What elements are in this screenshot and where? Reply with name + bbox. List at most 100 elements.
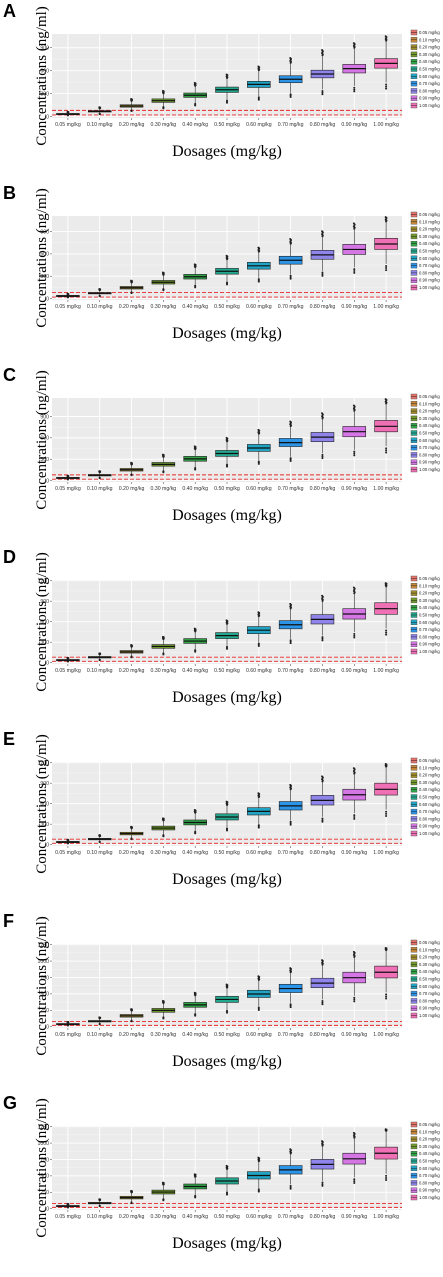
outlier-point: [385, 449, 388, 452]
legend-label: 0.10 mg/kg: [419, 765, 440, 770]
legend-key: [410, 51, 418, 58]
box-005: [56, 1020, 80, 1027]
legend-key: [410, 830, 418, 837]
x-tick-label: 0.20 mg/kg: [119, 668, 145, 674]
chart-panel-c: C 0 300 600 900 0.05 mg/kg 0.10 mg/kg 0.20 mg/k…: [0, 364, 443, 546]
legend-label: 0.30 mg/kg: [419, 234, 440, 239]
outlier-point: [193, 445, 196, 448]
x-tick-label: 0.90 mg/kg: [341, 304, 367, 310]
box-040: [183, 81, 207, 107]
box-090: [342, 767, 367, 820]
box-005: [56, 110, 80, 117]
outlier-point: [321, 819, 324, 822]
outlier-point: [385, 997, 388, 1000]
legend: 0.05 mg/kg 0.10 mg/kg 0.20 mg/kg 0.30 mg/kg…: [410, 1121, 440, 1201]
box-050: [215, 254, 239, 286]
x-tick-label: 0.90 mg/kg: [341, 486, 367, 492]
legend-label: 0.10 mg/kg: [419, 947, 440, 952]
x-tick-label: 0.60 mg/kg: [246, 304, 272, 310]
outlier-point: [66, 292, 69, 295]
outlier-point: [98, 477, 101, 480]
x-tick-label: 0.40 mg/kg: [182, 850, 208, 856]
box-090: [342, 222, 367, 274]
x-axis-label: Dosages (mg/kg): [172, 507, 282, 524]
outlier-point: [162, 289, 165, 292]
legend-label: 0.20 mg/kg: [419, 227, 440, 232]
box-080: [310, 594, 335, 642]
outlier-point: [289, 420, 292, 423]
outlier-point: [225, 436, 228, 439]
legend-key: [410, 80, 418, 87]
outlier-point: [289, 238, 292, 241]
outlier-point: [98, 113, 101, 116]
legend-key: [410, 998, 418, 1004]
legend-key: [410, 37, 418, 43]
x-tick-label: 1.00 mg/kg: [373, 668, 399, 674]
outlier-point: [289, 783, 292, 786]
chart-panel-b: B 0 300 600 900 0.05 mg/kg 0.10 mg/kg 0.20 mg/k…: [0, 182, 443, 364]
panel-letter: F: [3, 911, 14, 931]
chart-svg: A 0 300 600 900 0.05 mg/kg 0.10 mg/kg 0.20 mg/k…: [3, 1, 440, 160]
legend-label: 0.20 mg/kg: [419, 591, 440, 596]
legend-label: 1.00 mg/kg: [419, 467, 440, 472]
x-tick-label: 0.50 mg/kg: [214, 1032, 240, 1038]
outlier-point: [226, 101, 228, 104]
box-050: [215, 73, 239, 104]
box-020: [119, 461, 144, 477]
legend-label: 0.60 mg/kg: [419, 74, 440, 79]
outlier-point: [321, 457, 324, 460]
box-070: [278, 238, 303, 280]
legend-label: 0.60 mg/kg: [419, 620, 440, 625]
legend-label: 0.50 mg/kg: [419, 249, 440, 254]
outlier-point: [385, 633, 388, 636]
outlier-point: [353, 1000, 356, 1003]
x-tick-label: 0.70 mg/kg: [278, 850, 304, 856]
legend-key: [410, 823, 418, 829]
legend-key: [410, 575, 418, 582]
box-100: [374, 946, 398, 1000]
outlier-point: [353, 268, 356, 271]
box-060: [247, 611, 271, 648]
x-tick-label: 0.05 mg/kg: [55, 122, 81, 128]
y-tick-label: 900: [40, 229, 49, 235]
outlier-point: [257, 792, 260, 795]
legend-label: 0.40 mg/kg: [419, 423, 440, 428]
x-tick-label: 0.50 mg/kg: [214, 1214, 240, 1220]
x-tick-label: 0.20 mg/kg: [119, 1032, 145, 1038]
outlier-point: [130, 825, 133, 828]
y-tick-label: 250: [40, 1190, 49, 1196]
outlier-point: [289, 277, 292, 280]
legend-key: [410, 954, 418, 960]
box-090: [342, 1131, 367, 1184]
chart-panel-a: A 0 300 600 900 0.05 mg/kg 0.10 mg/kg 0.20 mg/k…: [0, 0, 443, 182]
x-tick-label: 0.30 mg/kg: [151, 486, 177, 492]
outlier-point: [225, 73, 228, 76]
y-axis-label: Concentrations (ng/ml): [34, 188, 50, 328]
x-tick-label: 0.70 mg/kg: [278, 668, 304, 674]
legend-label: 0.90 mg/kg: [419, 96, 440, 101]
x-tick-label: 0.10 mg/kg: [87, 1032, 113, 1038]
box-090: [342, 42, 367, 93]
outlier-point: [98, 841, 101, 844]
y-tick-label: 300: [40, 274, 49, 280]
outlier-point: [257, 611, 260, 614]
legend-label: 1.00 mg/kg: [419, 1195, 440, 1200]
x-tick-label: 0.70 mg/kg: [278, 1214, 304, 1220]
legend-label: 1.00 mg/kg: [419, 649, 440, 654]
chart-svg: D 0 300 600 900 1200 0.05 mg/kg 0.10 mg/kg 0.20 …: [3, 547, 440, 706]
legend-label: 0.40 mg/kg: [419, 1151, 440, 1156]
legend-key: [410, 605, 418, 611]
outlier-point: [353, 814, 356, 817]
legend-label: 0.20 mg/kg: [419, 45, 440, 50]
outlier-point: [385, 631, 388, 634]
box-010: [87, 287, 112, 298]
legend-key: [410, 1165, 418, 1172]
x-tick-label: 0.30 mg/kg: [151, 304, 177, 310]
outlier-point: [257, 975, 260, 978]
outlier-point: [98, 1016, 101, 1019]
legend-label: 0.70 mg/kg: [419, 627, 440, 632]
legend-label: 0.70 mg/kg: [419, 809, 440, 814]
outlier-point: [384, 763, 387, 766]
